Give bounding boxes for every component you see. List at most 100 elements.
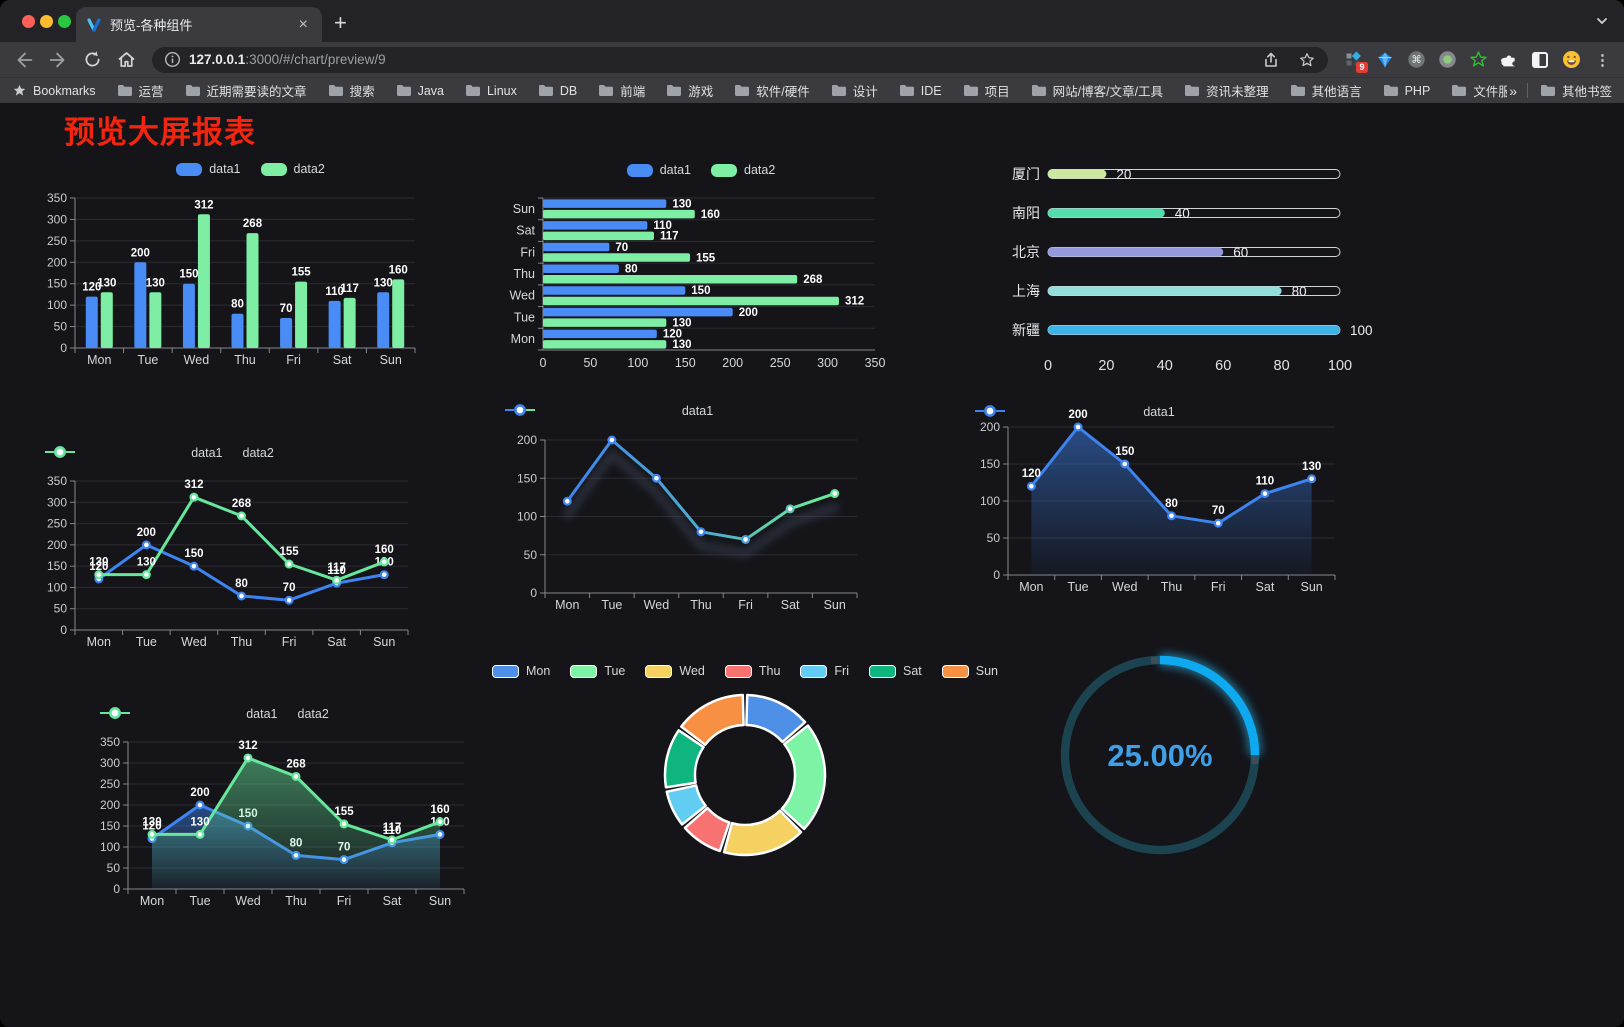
svg-text:100: 100 bbox=[47, 580, 67, 594]
maximize-window-button[interactable] bbox=[58, 15, 71, 28]
svg-text:Tue: Tue bbox=[601, 598, 622, 612]
legend-item-Thu[interactable]: Thu bbox=[724, 664, 780, 678]
bookmark-item[interactable]: 运营 bbox=[117, 81, 164, 100]
bookmark-item[interactable]: Linux bbox=[465, 84, 517, 98]
svg-text:Thu: Thu bbox=[690, 598, 712, 612]
svg-text:Sat: Sat bbox=[781, 598, 800, 612]
bookmark-item[interactable]: Java bbox=[396, 84, 444, 98]
bookmark-item[interactable]: 设计 bbox=[831, 81, 878, 100]
legend-item-data1[interactable]: data1 bbox=[975, 405, 1175, 419]
folder-icon bbox=[831, 85, 846, 96]
extension-green-star-icon[interactable] bbox=[1468, 50, 1488, 70]
legend-item-data1[interactable]: data1 bbox=[505, 404, 713, 418]
bookmark-item[interactable]: 前端 bbox=[598, 81, 645, 100]
folder-icon bbox=[1452, 85, 1467, 96]
legend-item-Sat[interactable]: Sat bbox=[869, 664, 922, 678]
chart-legend: data1 data2 bbox=[100, 707, 475, 721]
bookmark-star-icon[interactable] bbox=[1298, 51, 1316, 69]
tab-close-icon[interactable]: × bbox=[298, 15, 308, 33]
svg-text:0: 0 bbox=[60, 623, 67, 637]
extension-record-icon[interactable] bbox=[1437, 50, 1457, 70]
svg-text:Sat: Sat bbox=[383, 894, 402, 908]
bookmark-item[interactable]: 文件服务器 bbox=[1451, 81, 1507, 100]
bookmark-item[interactable]: IDE bbox=[899, 84, 942, 98]
site-info-icon[interactable] bbox=[164, 51, 181, 68]
bookmark-item[interactable]: 网站/博客/文章/工具 bbox=[1031, 81, 1163, 100]
bookmark-item[interactable]: 近期需要读的文章 bbox=[185, 81, 307, 100]
extension-darkmode-icon[interactable] bbox=[1530, 50, 1550, 70]
legend-item-Tue[interactable]: Tue bbox=[570, 664, 625, 678]
minimize-window-button[interactable] bbox=[40, 15, 53, 28]
svg-text:70: 70 bbox=[280, 303, 293, 315]
svg-text:70: 70 bbox=[1212, 505, 1225, 517]
browser-toolbar: 127.0.0.1:3000/#/chart/preview/9 9 bbox=[0, 42, 1624, 77]
url-bar[interactable]: 127.0.0.1:3000/#/chart/preview/9 bbox=[152, 46, 1328, 73]
extensions-puzzle-icon[interactable] bbox=[1499, 50, 1519, 70]
svg-text:200: 200 bbox=[517, 433, 537, 447]
legend-item-data2[interactable]: data2 bbox=[100, 707, 329, 721]
line-chart-canvas: 0 50 100 150 200 Mon Tue Wed Thu Fri Sat Sun 120 200 1… bbox=[980, 409, 1336, 594]
bookmark-item[interactable]: 项目 bbox=[963, 81, 1010, 100]
svg-text:150: 150 bbox=[517, 471, 537, 485]
svg-text:130: 130 bbox=[89, 557, 108, 569]
extension-badge: 9 bbox=[1355, 61, 1368, 73]
bookmarks-root[interactable]: Bookmarks bbox=[12, 83, 96, 98]
legend-item-data2[interactable]: data2 bbox=[260, 162, 325, 176]
legend-item-data2[interactable]: data2 bbox=[45, 446, 274, 460]
legend-item-data1[interactable]: data1 bbox=[100, 707, 278, 721]
svg-text:300: 300 bbox=[47, 212, 67, 226]
legend-item-Sun[interactable]: Sun bbox=[941, 664, 998, 678]
svg-text:70: 70 bbox=[615, 242, 628, 254]
svg-text:Tue: Tue bbox=[189, 894, 210, 908]
tab-search-chevron-icon[interactable] bbox=[1594, 13, 1610, 29]
svg-text:Sun: Sun bbox=[1301, 580, 1323, 594]
extension-command-icon[interactable]: ⌘ bbox=[1406, 50, 1426, 70]
svg-text:117: 117 bbox=[340, 283, 359, 295]
extension-grid-icon[interactable]: 9 bbox=[1344, 50, 1368, 73]
svg-text:120: 120 bbox=[82, 282, 101, 294]
bookmark-item[interactable]: DB bbox=[538, 84, 577, 98]
bookmark-item[interactable]: 游戏 bbox=[666, 81, 713, 100]
legend-item-Fri[interactable]: Fri bbox=[800, 664, 849, 678]
gauge-chart-canvas: 25.00% bbox=[1060, 653, 1262, 855]
legend-item-Mon[interactable]: Mon bbox=[491, 664, 550, 678]
reload-button[interactable] bbox=[78, 46, 106, 74]
svg-text:Tue: Tue bbox=[136, 635, 157, 649]
legend-item-data1[interactable]: data1 bbox=[626, 163, 691, 177]
svg-text:0: 0 bbox=[113, 882, 120, 896]
back-button[interactable] bbox=[10, 46, 38, 74]
bookmark-item[interactable]: 其他语言 bbox=[1290, 81, 1362, 100]
bookmark-item[interactable]: PHP bbox=[1383, 84, 1430, 98]
svg-text:150: 150 bbox=[100, 819, 120, 833]
svg-text:200: 200 bbox=[1068, 409, 1087, 421]
other-bookmarks[interactable]: 其他书签 bbox=[1540, 81, 1612, 100]
new-tab-button[interactable]: + bbox=[334, 10, 347, 35]
bookmarks-overflow-chevron[interactable]: » bbox=[1509, 82, 1518, 99]
legend-item-data1[interactable]: data1 bbox=[45, 446, 223, 460]
svg-text:350: 350 bbox=[100, 735, 120, 749]
single-area-chart: 0 50 100 150 200 Mon Tue Wed Thu Fri Sat Sun 120 200 1… bbox=[975, 390, 1343, 600]
svg-text:160: 160 bbox=[430, 804, 449, 816]
svg-text:200: 200 bbox=[739, 307, 758, 319]
legend-item-data1[interactable]: data1 bbox=[176, 162, 241, 176]
extension-gem-icon[interactable] bbox=[1375, 50, 1395, 70]
bar-chart-canvas: 0 50 100 150 200 250 300 350 Mon Tue Wed Thu Fri Sat S… bbox=[47, 191, 416, 367]
bookmark-item[interactable]: 搜索 bbox=[328, 81, 375, 100]
share-icon[interactable] bbox=[1262, 51, 1280, 69]
legend-item-Wed[interactable]: Wed bbox=[645, 664, 705, 678]
browser-menu-icon[interactable]: ⋮ bbox=[1595, 51, 1610, 69]
extension-emoji-icon[interactable] bbox=[1561, 50, 1581, 70]
svg-text:350: 350 bbox=[47, 474, 67, 488]
forward-button[interactable] bbox=[44, 46, 72, 74]
close-window-button[interactable] bbox=[22, 15, 35, 28]
svg-text:155: 155 bbox=[279, 546, 299, 558]
svg-text:Wed: Wed bbox=[235, 894, 261, 908]
bookmark-item[interactable]: 软件/硬件 bbox=[734, 81, 810, 100]
svg-text:Fri: Fri bbox=[282, 635, 297, 649]
bookmark-item[interactable]: 资讯未整理 bbox=[1184, 81, 1269, 100]
svg-text:268: 268 bbox=[803, 274, 823, 286]
home-button[interactable] bbox=[112, 46, 140, 74]
legend-item-data2[interactable]: data2 bbox=[711, 163, 775, 177]
svg-text:130: 130 bbox=[672, 198, 691, 210]
browser-tab[interactable]: 预览-各种组件 × bbox=[76, 7, 322, 42]
